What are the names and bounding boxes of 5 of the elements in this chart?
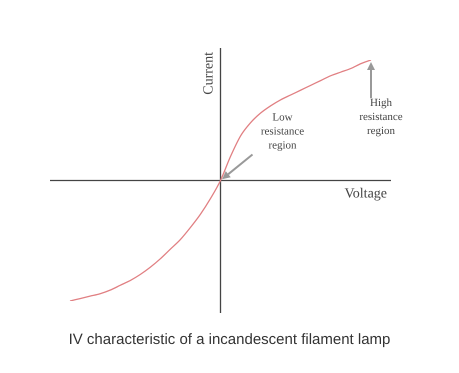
text: IV characteristic of a incandescent filament lamp (68, 331, 392, 348)
x-axis-title: Voltage (344, 186, 387, 202)
annotation: High resistance region (359, 97, 403, 137)
annotation: Low resistance region (260, 112, 304, 152)
y-axis-title: Current (202, 52, 216, 95)
